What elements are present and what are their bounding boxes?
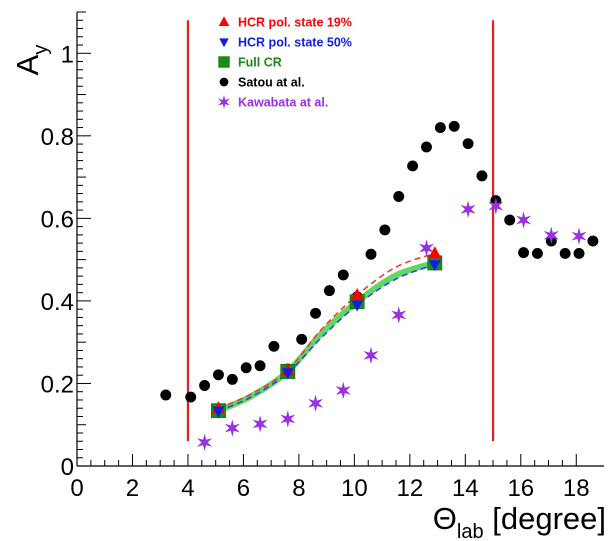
y-tick-label: 0 <box>61 454 74 481</box>
circle-point <box>296 333 308 345</box>
circle-point <box>587 235 599 247</box>
circle-point <box>421 141 432 153</box>
star-point <box>308 394 324 412</box>
star-point <box>418 239 434 257</box>
circle-point <box>226 373 238 385</box>
plot-area-frame <box>76 12 604 467</box>
triangle-down-point <box>281 368 294 380</box>
y-tick-label: 1 <box>61 41 74 68</box>
boundary-lines <box>186 20 495 442</box>
circle-point <box>310 307 321 319</box>
circle-point <box>504 214 516 226</box>
x-tick-label: 0 <box>70 475 83 502</box>
full-cr-band <box>217 260 436 414</box>
triangle-up-point <box>428 246 442 259</box>
legend-label: Full CR <box>238 56 282 70</box>
circle-point <box>531 247 543 259</box>
circle-point <box>160 389 172 401</box>
legend-label: Kawabata at al. <box>238 96 328 110</box>
legend-marker <box>218 56 230 68</box>
legend: HCR pol. state 19% HCR pol. state 50% Full… <box>217 16 352 110</box>
y-tick-label: 0.2 <box>41 371 74 398</box>
x-tick-label: 10 <box>341 475 368 502</box>
star-point <box>571 227 587 245</box>
x-tick-label: 12 <box>396 475 423 502</box>
circle-point <box>268 340 280 352</box>
svg-text:Ay: Ay <box>10 45 52 76</box>
circle-point <box>434 122 446 134</box>
x-tick-label: 2 <box>126 475 139 502</box>
y-tick-label: 0.8 <box>41 124 74 151</box>
legend-label: Satou at al. <box>238 76 305 90</box>
star-point <box>252 415 268 433</box>
star-point <box>516 211 532 229</box>
triangle-down-point <box>428 260 441 272</box>
dashed-fit-curve <box>218 263 436 412</box>
circle-point <box>476 170 488 182</box>
x-axis-title-sub: lab <box>457 521 484 541</box>
circle-point <box>365 248 377 260</box>
svg-text:Θlab [degree]: Θlab [degree] <box>433 501 606 541</box>
star-point <box>543 226 559 244</box>
star-point <box>197 433 213 452</box>
circle-point <box>185 391 197 403</box>
circle-point <box>323 285 335 297</box>
legend-label: HCR pol. state 19% <box>238 16 352 30</box>
y-axis-title-main: A <box>10 54 45 75</box>
legend-label: HCR pol. state 50% <box>238 36 352 50</box>
x-axis-title-main: Θ <box>433 501 457 536</box>
triangle-up-point <box>350 287 364 301</box>
circle-point <box>559 247 571 259</box>
x-tick-label: 4 <box>181 475 194 502</box>
circle-point <box>462 138 474 150</box>
star-point <box>391 306 407 324</box>
y-axis-title: Ay <box>10 45 52 76</box>
x-axis-title: Θlab [degree] <box>433 501 606 541</box>
x-axis-title-unit: [degree] <box>484 501 606 536</box>
y-axis-title-sub: y <box>30 45 52 55</box>
circle-point <box>518 247 530 259</box>
star-point <box>280 410 296 428</box>
star-point <box>460 200 476 218</box>
star-point <box>488 197 504 215</box>
legend-marker <box>219 77 229 87</box>
circle-point <box>240 362 252 374</box>
legend-marker <box>217 95 231 109</box>
circle-point <box>199 380 211 391</box>
circle-point <box>337 269 349 281</box>
y-tick-label: 0.6 <box>41 206 74 233</box>
x-tick-label: 16 <box>507 475 534 502</box>
star-point <box>224 419 240 437</box>
circle-point <box>212 369 224 381</box>
circle-point <box>254 360 266 372</box>
fit-curves <box>217 252 436 414</box>
circle-point <box>448 120 460 132</box>
x-tick-label: 14 <box>452 475 479 502</box>
x-tick-label: 18 <box>563 475 590 502</box>
data-points <box>160 120 599 452</box>
circle-point <box>393 191 405 202</box>
star-point <box>335 381 351 400</box>
triangle-down-point <box>351 300 364 312</box>
circle-point <box>573 247 585 259</box>
dashed-fit-curve <box>218 252 436 409</box>
x-tick-label: 8 <box>292 475 305 502</box>
circle-point <box>379 224 391 236</box>
legend-marker <box>219 38 229 48</box>
circle-point <box>407 160 419 172</box>
y-tick-label: 0.4 <box>41 289 74 316</box>
triangle-down-point <box>212 406 225 418</box>
legend-marker <box>218 16 230 26</box>
axis-ticks: 0 2 4 6 8 10 12 14 16 18 0 0.2 0.4 0.6 0.8 1 <box>41 11 590 502</box>
x-tick-label: 6 <box>237 475 250 502</box>
star-point <box>363 346 379 365</box>
